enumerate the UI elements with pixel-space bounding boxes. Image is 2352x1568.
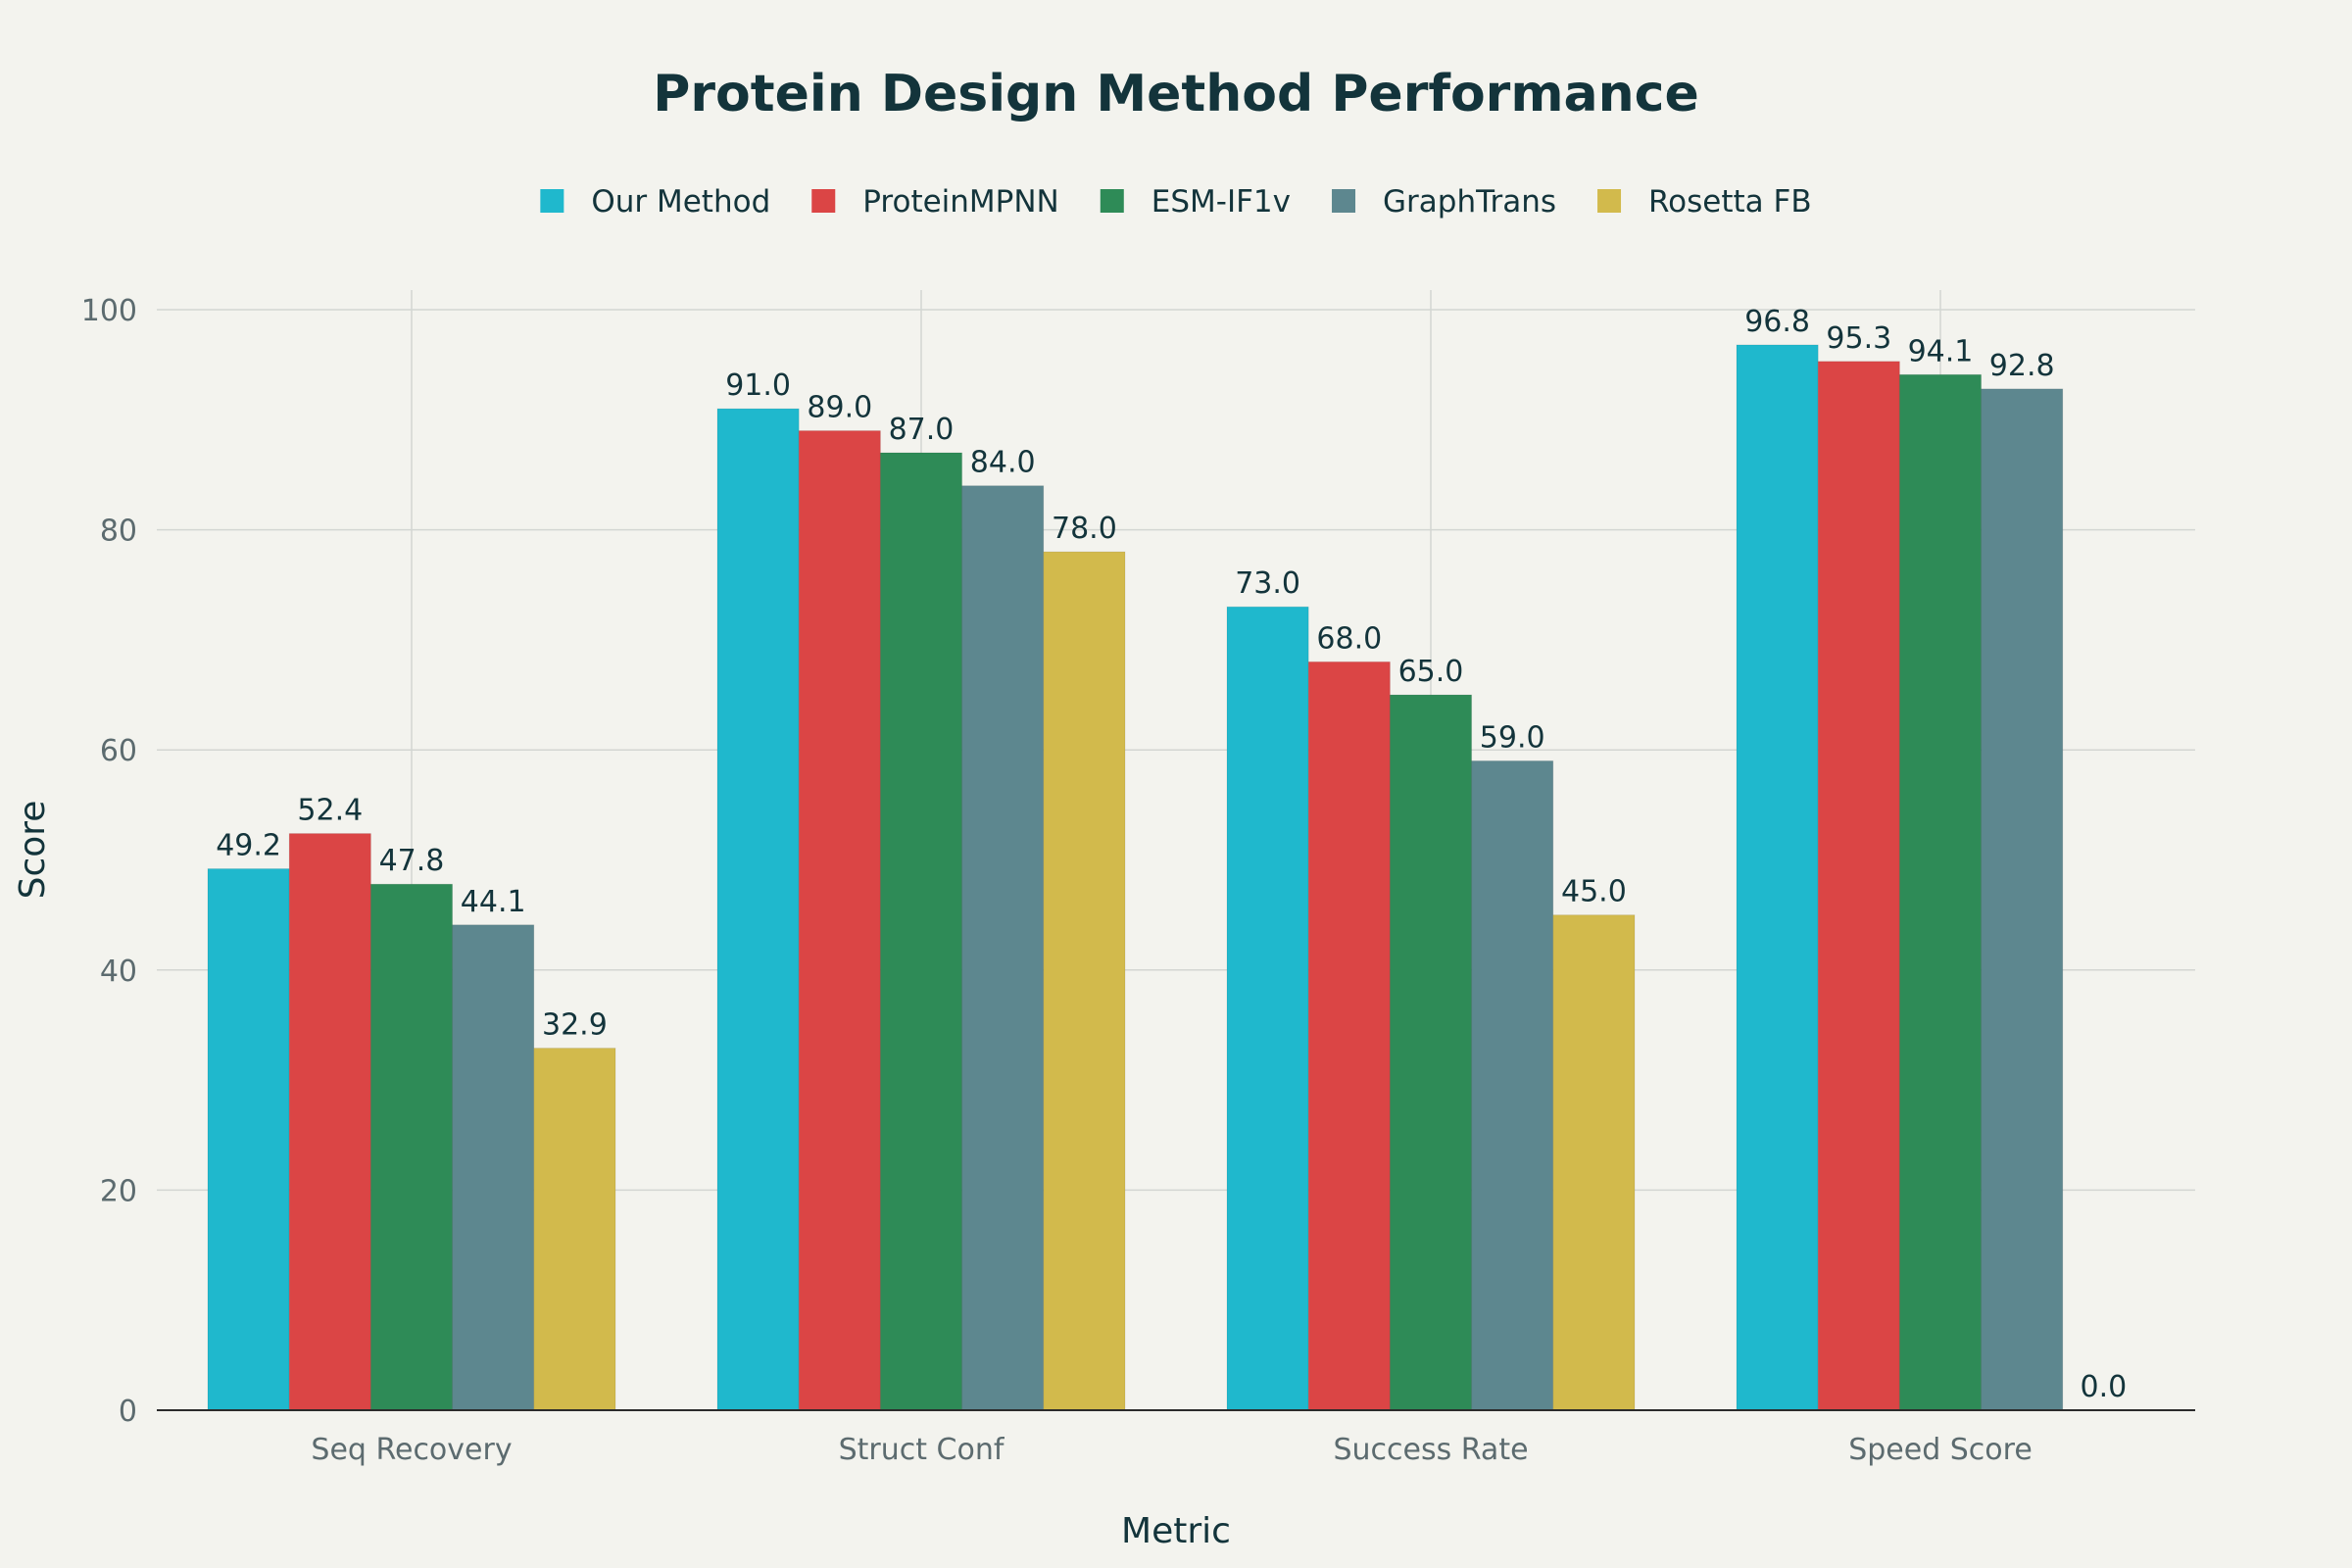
bar-value-label: 59.0 [1480, 720, 1545, 755]
legend-label: ProteinMPNN [862, 184, 1059, 220]
bar-value-label: 44.1 [461, 885, 526, 919]
bar [1981, 388, 2064, 1411]
legend-swatch [1597, 189, 1622, 213]
bar [288, 833, 371, 1411]
bar [1817, 361, 1900, 1411]
bar [1043, 551, 1126, 1411]
bar [1736, 344, 1819, 1411]
bar [879, 452, 963, 1411]
legend-item: ProteinMPNN [811, 184, 1059, 220]
bar-value-label: 94.1 [1908, 334, 1974, 368]
bar [1898, 373, 1983, 1411]
legend: Our Method ProteinMPNN ESM-IF1v GraphTrans R… [540, 184, 1812, 220]
bar-value-label: 95.3 [1826, 321, 1891, 356]
bar-value-label: 78.0 [1052, 512, 1117, 546]
bar-value-label: 45.0 [1561, 875, 1627, 909]
y-tick-label: 100 [81, 294, 137, 328]
bar-value-label: 32.9 [542, 1008, 608, 1043]
bars [207, 344, 2064, 1411]
legend-item: ESM-IF1v [1100, 184, 1291, 220]
chart-title: Protein Design Method Performance [653, 65, 1698, 123]
y-tick-label: 0 [119, 1395, 137, 1429]
legend-item: Rosetta FB [1597, 184, 1812, 220]
bar [961, 485, 1045, 1411]
bar-value-label: 92.8 [1989, 349, 2055, 383]
y-axis-title: Score [13, 801, 53, 900]
legend-item: Our Method [540, 184, 770, 220]
bar [716, 408, 800, 1411]
bar-value-label: 84.0 [970, 446, 1036, 480]
x-axis-ticks: Seq Recovery Struct Conf Success Rate Speed… [311, 1433, 2032, 1467]
legend-label: Our Method [591, 184, 770, 220]
y-tick-label: 80 [100, 514, 137, 549]
x-tick-label: Struct Conf [839, 1433, 1005, 1467]
bar [369, 883, 454, 1411]
bar-value-label: 91.0 [725, 368, 791, 403]
bar-value-label: 87.0 [889, 413, 955, 447]
legend-swatch [1100, 189, 1124, 213]
legend-label: GraphTrans [1383, 184, 1556, 220]
bar-value-label: 49.2 [216, 828, 281, 862]
bar-value-label: 47.8 [379, 844, 445, 878]
bar-value-label: 65.0 [1398, 655, 1464, 689]
legend-swatch [540, 189, 564, 213]
bar-value-label: 52.4 [297, 794, 363, 828]
y-tick-label: 60 [100, 734, 137, 768]
bar-value-label: 89.0 [807, 391, 872, 425]
legend-swatch [1332, 189, 1356, 213]
bar [1226, 606, 1309, 1411]
y-tick-label: 20 [100, 1174, 137, 1208]
legend-label: Rosetta FB [1648, 184, 1812, 220]
bar [1552, 914, 1636, 1411]
bar [207, 867, 290, 1411]
x-axis-title: Metric [1121, 1511, 1231, 1551]
bar [1389, 694, 1473, 1411]
bar [798, 430, 881, 1411]
bar [533, 1048, 616, 1411]
x-tick-label: Speed Score [1848, 1433, 2033, 1467]
bar-value-label: 96.8 [1744, 305, 1810, 339]
bar [1307, 661, 1391, 1411]
bar-value-label: 68.0 [1316, 621, 1382, 656]
bar [452, 924, 535, 1411]
x-tick-label: Seq Recovery [311, 1433, 512, 1467]
data-labels: 49.2 91.0 73.0 96.8 52.4 89.0 68.0 95.3 47.8 87.0… [216, 305, 2127, 1404]
legend-swatch [811, 189, 836, 213]
bar [1471, 760, 1554, 1411]
y-axis-ticks: 0 20 40 60 80 100 [81, 294, 137, 1429]
x-tick-label: Success Rate [1333, 1433, 1528, 1467]
bar-value-label: 0.0 [2081, 1370, 2128, 1404]
bar-value-label: 73.0 [1235, 566, 1300, 601]
y-tick-label: 40 [100, 955, 137, 989]
legend-item: GraphTrans [1332, 184, 1556, 220]
legend-label: ESM-IF1v [1152, 184, 1291, 220]
